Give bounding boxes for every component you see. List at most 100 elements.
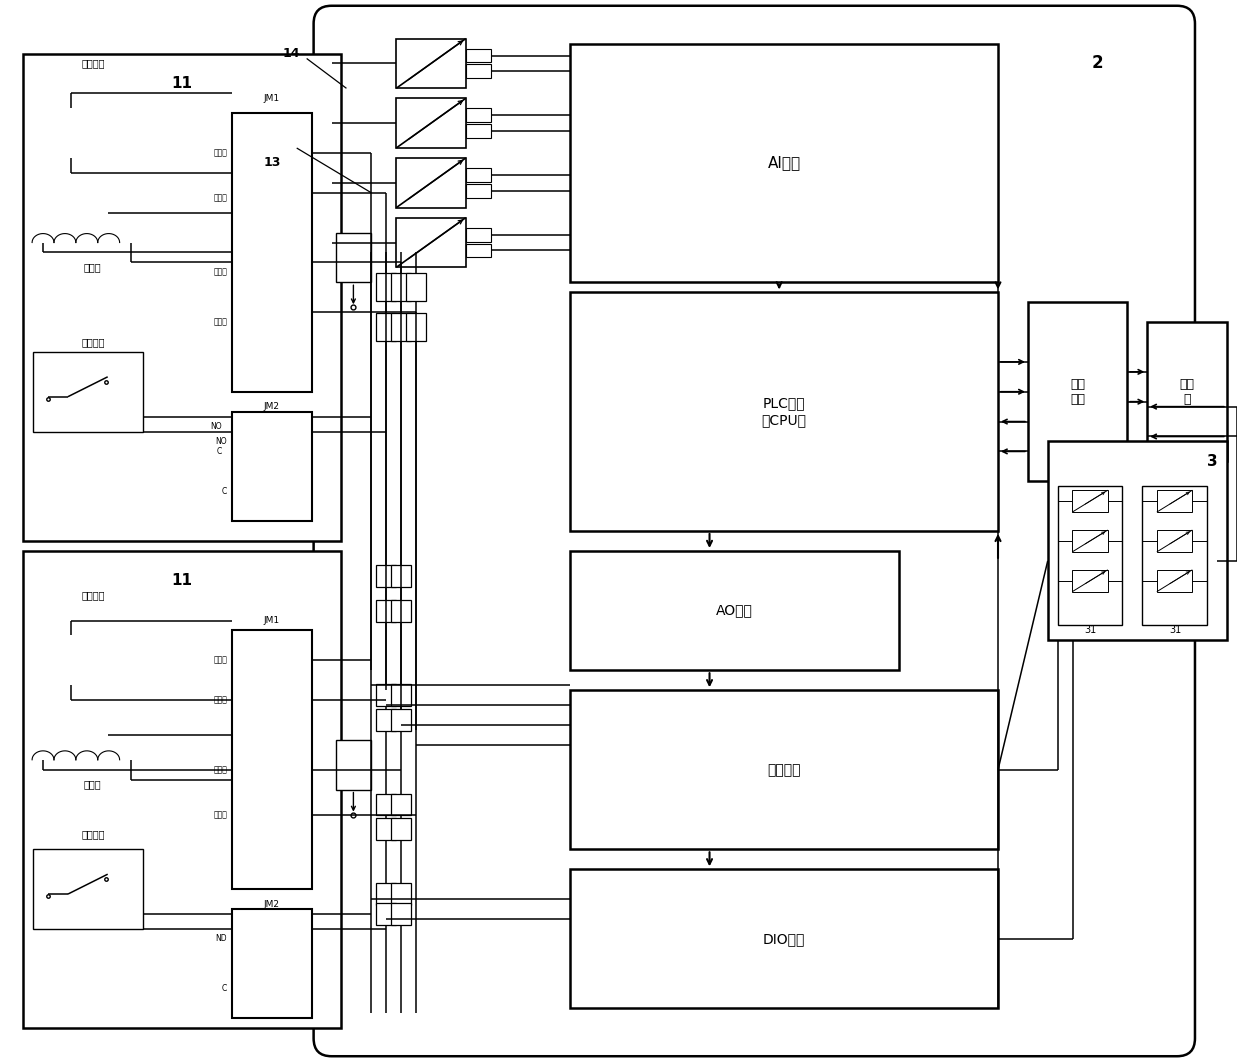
Bar	[33, 352, 143, 432]
Text: 14: 14	[283, 47, 300, 60]
Bar	[466, 49, 491, 63]
Bar	[232, 909, 311, 1019]
Bar	[466, 108, 491, 122]
Bar	[376, 313, 396, 341]
Text: 电流止: 电流止	[213, 696, 227, 705]
Bar	[336, 740, 371, 789]
Bar	[391, 564, 412, 587]
Bar	[376, 883, 396, 905]
Bar	[391, 599, 412, 622]
Text: DIO模块: DIO模块	[763, 932, 805, 945]
Text: 微动开关: 微动开关	[81, 337, 104, 347]
Bar	[391, 313, 412, 341]
Bar	[1058, 486, 1122, 626]
Bar	[391, 794, 412, 816]
Text: 2: 2	[1091, 54, 1104, 72]
Bar	[1073, 530, 1107, 552]
Bar	[1157, 530, 1193, 552]
Bar	[396, 218, 466, 267]
Text: C: C	[222, 985, 227, 993]
Bar	[466, 124, 491, 138]
Bar	[376, 794, 396, 816]
Bar	[376, 709, 396, 731]
Text: 电流负: 电流负	[213, 149, 227, 157]
Bar	[570, 551, 899, 671]
Bar	[376, 564, 396, 587]
Bar	[391, 818, 412, 840]
Text: ND: ND	[216, 935, 227, 943]
Bar	[1157, 490, 1193, 512]
Text: 31: 31	[1085, 626, 1096, 636]
Text: 微动开关: 微动开关	[81, 830, 104, 839]
Bar	[1142, 486, 1207, 626]
Text: JM2: JM2	[264, 402, 280, 412]
Text: NO: NO	[211, 422, 222, 431]
Text: 11: 11	[172, 75, 192, 91]
Bar	[376, 818, 396, 840]
Bar	[376, 599, 396, 622]
Bar	[24, 53, 341, 541]
Bar	[376, 684, 396, 706]
Bar	[570, 869, 998, 1009]
Text: 通讯
模块: 通讯 模块	[1070, 378, 1085, 405]
Text: C: C	[217, 447, 222, 456]
Text: 电压正: 电压正	[213, 810, 227, 819]
Bar	[376, 274, 396, 301]
Bar	[391, 274, 412, 301]
Text: 电压正: 电压正	[213, 317, 227, 327]
Bar	[396, 158, 466, 208]
Text: 电流负: 电流负	[213, 656, 227, 665]
Text: 电压负: 电压负	[213, 765, 227, 775]
Text: 31: 31	[1169, 626, 1182, 636]
Bar	[407, 274, 427, 301]
Bar	[1073, 490, 1107, 512]
Text: 电流正: 电流正	[213, 193, 227, 203]
Bar	[232, 630, 311, 889]
Text: 电磁阀: 电磁阀	[84, 780, 102, 789]
Text: JM1: JM1	[264, 616, 280, 625]
Bar	[232, 412, 311, 521]
Text: PLC主板
（CPU）: PLC主板 （CPU）	[761, 397, 807, 427]
Bar	[391, 684, 412, 706]
Bar	[391, 709, 412, 731]
Bar	[1147, 323, 1226, 462]
Bar	[1157, 570, 1193, 592]
Text: AO模块: AO模块	[715, 604, 753, 618]
Bar	[376, 903, 396, 925]
Bar	[232, 114, 311, 392]
Bar	[466, 184, 491, 197]
Bar	[466, 228, 491, 242]
Bar	[33, 849, 143, 928]
Text: 输出模块: 输出模块	[768, 763, 801, 777]
Text: 力矩马达: 力矩马达	[81, 58, 104, 69]
Text: 13: 13	[263, 156, 280, 170]
Text: AI模块: AI模块	[768, 155, 801, 171]
FancyBboxPatch shape	[314, 5, 1195, 1057]
Bar	[1028, 302, 1127, 482]
Bar	[391, 903, 412, 925]
Text: JM1: JM1	[264, 93, 280, 103]
Bar	[570, 44, 998, 282]
Text: NO: NO	[216, 437, 227, 446]
Bar	[466, 168, 491, 181]
Text: 显示
屏: 显示 屏	[1179, 378, 1194, 405]
Text: 11: 11	[172, 573, 192, 588]
Bar	[24, 551, 341, 1028]
Bar	[570, 292, 998, 530]
Bar	[396, 99, 466, 149]
Text: 电压负: 电压负	[213, 267, 227, 277]
Bar	[570, 690, 998, 849]
Bar	[466, 244, 491, 258]
Bar	[396, 38, 466, 88]
Bar	[391, 883, 412, 905]
Bar	[1073, 570, 1107, 592]
Text: 3: 3	[1207, 454, 1218, 469]
Bar	[407, 313, 427, 341]
Bar	[336, 232, 371, 282]
Bar	[1048, 441, 1226, 641]
Text: 力矩马达: 力矩马达	[81, 591, 104, 601]
Bar	[466, 65, 491, 79]
Text: C: C	[222, 487, 227, 495]
Text: 电磁阀: 电磁阀	[84, 262, 102, 273]
Text: JM2: JM2	[264, 900, 280, 908]
